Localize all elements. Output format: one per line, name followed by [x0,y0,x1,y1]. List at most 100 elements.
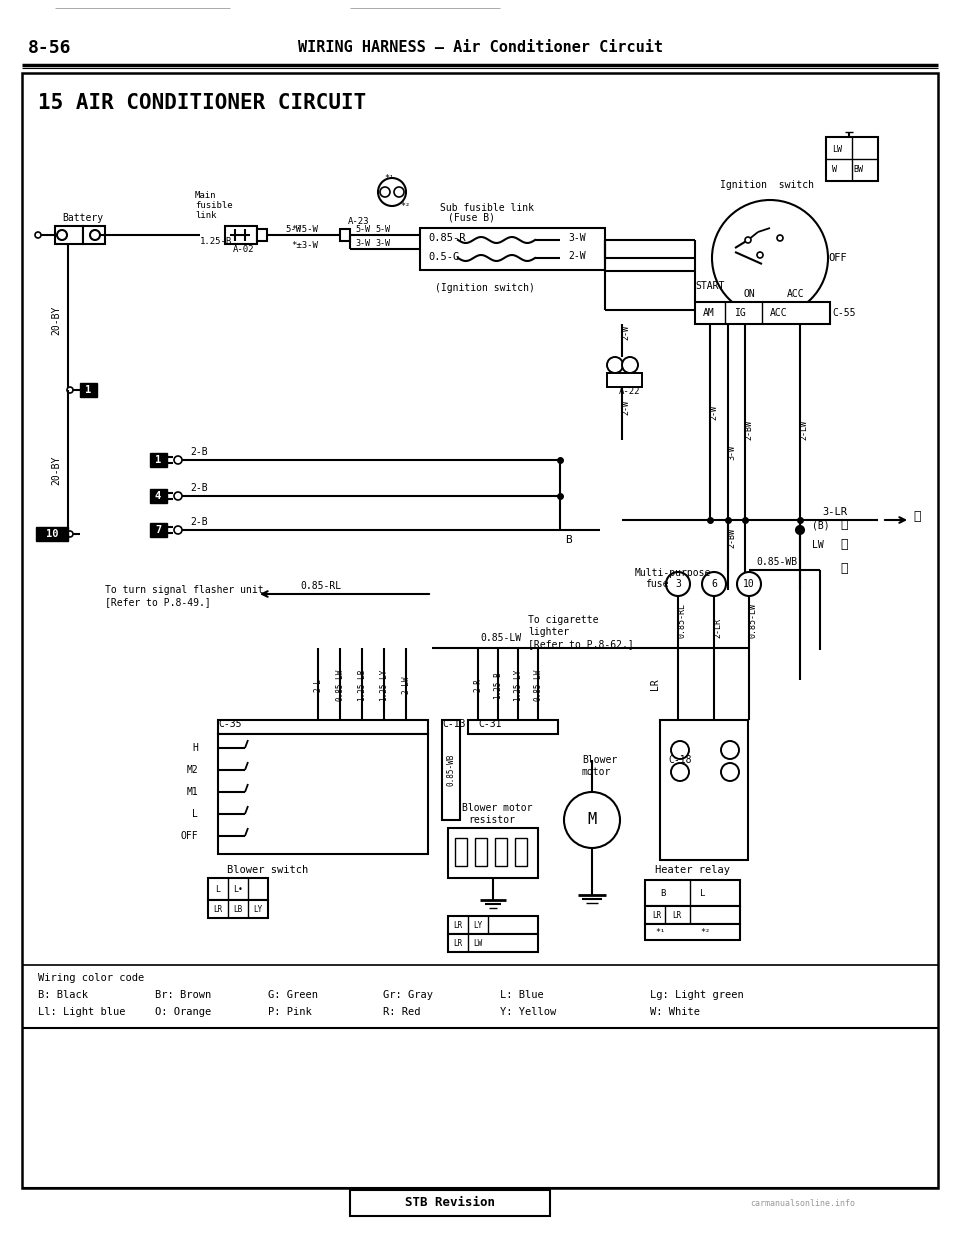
Text: carmanualsonline.info: carmanualsonline.info [750,1198,855,1208]
Circle shape [737,572,761,596]
Text: 3-W: 3-W [375,240,390,249]
Bar [218,720,428,734]
Text: WIRING HARNESS – Air Conditioner Circuit: WIRING HARNESS – Air Conditioner Circuit [298,41,662,56]
Text: IG: IG [735,309,747,318]
Text: To cigarette: To cigarette [528,615,598,624]
Text: START: START [695,281,725,291]
Text: 8-56: 8-56 [28,39,71,57]
Text: *¹: *¹ [655,928,665,937]
Text: L: L [215,884,221,893]
Text: 15 AIR CONDITIONER CIRCUIT: 15 AIR CONDITIONER CIRCUIT [38,93,367,113]
Bar [607,373,642,387]
Text: 3: 3 [675,578,681,588]
Text: B: B [660,888,665,897]
Text: lighter: lighter [528,627,569,637]
Text: 2-W: 2-W [621,325,631,340]
Circle shape [607,357,623,373]
Text: ACC: ACC [770,309,787,318]
Text: 3-W: 3-W [728,445,736,460]
Text: 2-LR: 2-LR [713,618,723,638]
Text: M1: M1 [186,787,198,797]
Circle shape [666,572,690,596]
Text: A-23: A-23 [348,218,370,226]
Text: 2-BW: 2-BW [745,420,754,440]
Bar [645,880,740,906]
Text: A-22: A-22 [619,387,640,397]
Text: 20-BY: 20-BY [51,455,61,485]
Bar [515,838,527,866]
Text: 1.25-LY: 1.25-LY [379,669,389,702]
Bar [55,226,83,244]
Circle shape [796,526,804,534]
Text: 1.25-LB: 1.25-LB [357,669,367,702]
Bar [150,522,167,537]
Text: Ignition  switch: Ignition switch [720,180,814,190]
Text: STB Revision: STB Revision [405,1197,495,1209]
Text: [Refer to P.8-62.]: [Refer to P.8-62.] [528,639,634,649]
Text: O: Orange: O: Orange [155,1006,211,1018]
Text: H: H [192,743,198,753]
Bar [448,829,538,878]
Text: C-13: C-13 [442,719,466,729]
Text: C-31: C-31 [478,719,501,729]
Circle shape [564,792,620,848]
Bar [442,720,460,820]
Circle shape [174,491,182,500]
Text: 4: 4 [155,491,161,501]
Text: 3-W: 3-W [568,233,586,243]
Text: 1.25-LY: 1.25-LY [514,669,522,702]
Text: 0.85-WB: 0.85-WB [446,754,455,786]
Bar [448,934,538,952]
Text: 2-LW: 2-LW [401,675,411,694]
Bar [83,226,105,244]
Text: LR: LR [650,678,660,690]
Text: ②: ② [840,519,848,531]
Text: B: B [565,535,572,545]
Text: ①: ① [913,510,921,524]
Bar [208,878,268,899]
Text: 0.85-WB: 0.85-WB [756,557,797,567]
Text: OFF: OFF [180,831,198,841]
Circle shape [67,387,73,393]
Text: 2-R: 2-R [473,678,483,692]
Text: 2-B: 2-B [190,518,207,527]
Text: 2-W: 2-W [568,251,586,261]
Circle shape [745,238,751,243]
Bar [495,838,507,866]
Circle shape [712,200,828,316]
Text: 0.85-LW: 0.85-LW [749,603,757,638]
Text: Sub fusible link: Sub fusible link [440,203,534,213]
Circle shape [702,572,726,596]
Text: Heater relay: Heater relay [655,865,730,875]
Text: 0.85-LW: 0.85-LW [335,669,345,702]
Bar [475,838,487,866]
Text: To turn signal flasher unit: To turn signal flasher unit [105,585,264,595]
Text: B: Black: B: Black [38,990,88,1000]
Text: 0.85-LW: 0.85-LW [534,669,542,702]
Text: (Fuse B): (Fuse B) [448,213,495,223]
Text: AM: AM [703,309,715,318]
Text: 0.85-R: 0.85-R [428,233,466,243]
Bar [826,137,878,180]
Text: *±3-W: *±3-W [291,240,318,250]
Text: Blower motor: Blower motor [462,802,533,814]
Bar [225,226,257,244]
Text: 2-B: 2-B [190,447,207,457]
Text: Blower: Blower [582,755,617,765]
Text: fusible: fusible [195,200,232,209]
Text: 2-B: 2-B [190,483,207,493]
Text: Ll: Light blue: Ll: Light blue [38,1006,126,1018]
Bar [455,838,467,866]
Text: LW: LW [812,540,824,550]
Text: (B): (B) [812,520,829,530]
Text: LR: LR [213,904,223,913]
Bar [257,229,267,241]
Text: 7: 7 [155,525,161,535]
Text: C-18: C-18 [668,755,691,765]
Text: Wiring color code: Wiring color code [38,973,144,983]
Text: BW: BW [853,165,863,174]
Text: 2-L: 2-L [314,678,323,692]
Circle shape [721,741,739,759]
Text: M: M [588,812,596,827]
Text: (Ignition switch): (Ignition switch) [435,282,535,294]
